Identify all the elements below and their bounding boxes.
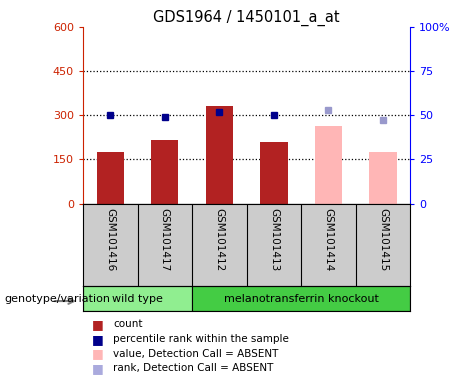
Text: GDS1964 / 1450101_a_at: GDS1964 / 1450101_a_at — [154, 10, 340, 26]
Text: melanotransferrin knockout: melanotransferrin knockout — [224, 293, 378, 304]
Text: GSM101413: GSM101413 — [269, 208, 279, 271]
Bar — [97, 152, 124, 204]
Text: ■: ■ — [92, 318, 104, 331]
Text: value, Detection Call = ABSENT: value, Detection Call = ABSENT — [113, 349, 278, 359]
Text: GSM101414: GSM101414 — [324, 208, 333, 271]
Text: ■: ■ — [92, 362, 104, 375]
Bar — [260, 142, 288, 204]
Text: ■: ■ — [92, 347, 104, 360]
Bar — [369, 152, 396, 204]
Bar — [151, 140, 178, 204]
Text: rank, Detection Call = ABSENT: rank, Detection Call = ABSENT — [113, 363, 273, 373]
Text: GSM101412: GSM101412 — [214, 208, 225, 271]
Text: percentile rank within the sample: percentile rank within the sample — [113, 334, 289, 344]
Bar — [315, 126, 342, 204]
Text: count: count — [113, 319, 142, 329]
Bar — [83, 286, 192, 311]
Text: wild type: wild type — [112, 293, 163, 304]
Text: GSM101417: GSM101417 — [160, 208, 170, 271]
Text: genotype/variation: genotype/variation — [5, 293, 111, 304]
Text: GSM101415: GSM101415 — [378, 208, 388, 271]
Text: ■: ■ — [92, 333, 104, 346]
Bar — [206, 106, 233, 204]
Text: GSM101416: GSM101416 — [105, 208, 115, 271]
Bar — [192, 286, 410, 311]
